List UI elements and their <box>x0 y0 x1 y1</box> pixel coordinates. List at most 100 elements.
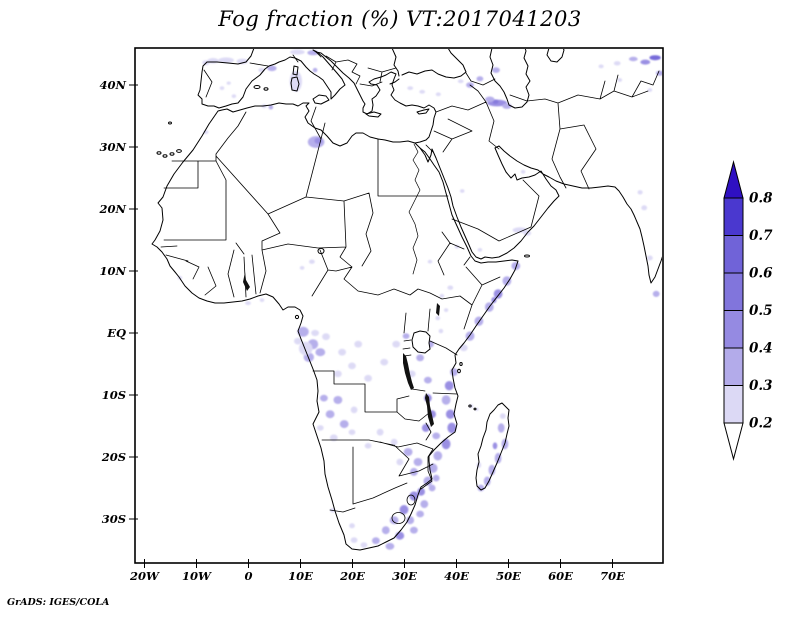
lake-tanganyika <box>403 353 414 390</box>
x-axis-label: 70E <box>600 569 625 583</box>
madagascar-coastline <box>475 402 510 491</box>
black-sea-coastline <box>389 49 467 85</box>
fog-patch <box>290 49 305 55</box>
fog-patch <box>647 88 653 92</box>
colorbar: 0.2 0.3 0.4 0.5 0.6 0.7 0.8 <box>723 160 773 461</box>
cyprus-island <box>416 108 430 115</box>
colorbar-band <box>723 347 744 386</box>
fog-patch <box>428 463 438 473</box>
fog-patch <box>476 76 484 82</box>
fog-patch <box>617 78 623 82</box>
fog-patch <box>499 413 506 419</box>
fog-patch <box>445 409 455 419</box>
fog-patch <box>350 406 358 414</box>
fog-patch <box>416 510 424 518</box>
fog-patch <box>483 476 491 486</box>
fog-patch <box>297 326 309 337</box>
comoros-island <box>473 407 477 411</box>
fog-patch <box>406 516 415 525</box>
fog-patch <box>435 315 441 321</box>
fog-patch <box>477 248 483 252</box>
fog-patch <box>289 70 302 92</box>
fog-patch <box>492 67 500 73</box>
fog-patch <box>354 340 363 348</box>
lakes <box>243 272 440 427</box>
fog-patch <box>413 458 423 466</box>
x-axis-label: 40E <box>444 569 469 583</box>
bioko-island <box>294 314 300 320</box>
plot-title: Fog fraction (%) VT:2017041203 <box>218 7 582 31</box>
grads-credit-label: GrADS: IGES/COLA <box>7 597 110 608</box>
fog-patch <box>320 394 328 402</box>
fog-patch <box>376 428 384 436</box>
fog-patch <box>488 464 496 476</box>
sardinia-island <box>290 76 300 92</box>
fog-patch <box>438 328 444 334</box>
fog-patch <box>649 55 661 61</box>
canary-island <box>176 149 182 153</box>
x-axis-label: 20E <box>339 569 365 583</box>
fog-patch <box>231 94 237 99</box>
fog-patch <box>652 290 660 297</box>
fog-patch <box>364 443 372 449</box>
fog-patch <box>402 333 410 339</box>
fog-patch <box>435 92 441 97</box>
fog-patch <box>628 56 638 62</box>
y-axis-label: 20N <box>98 202 126 216</box>
sicily-island <box>312 94 330 105</box>
fog-patch <box>399 505 409 515</box>
colorbar-band <box>723 385 744 424</box>
fog-patch <box>432 474 440 482</box>
africa-borders <box>160 106 501 513</box>
balearic-island <box>263 87 269 91</box>
fog-patch <box>511 262 521 270</box>
fog-patch <box>360 542 368 548</box>
fog-patch <box>459 189 465 193</box>
colorbar-label: 0.2 <box>749 416 773 432</box>
fog-patch <box>226 81 231 85</box>
y-axis-label: 40N <box>99 78 126 92</box>
fog-patch <box>493 289 503 299</box>
axis-layer: 20W 10W 0 10E 20E 30E 40E 50E 60E 70E 40N 30N 20N 10N… <box>98 78 625 583</box>
colorbar-label: 0.5 <box>749 303 773 319</box>
x-axis-label: 10E <box>288 569 313 583</box>
coastlines <box>151 49 662 551</box>
fog-patch <box>492 442 498 450</box>
fog-patch <box>322 333 330 341</box>
fog-patch <box>315 348 326 357</box>
fog-patch <box>502 276 512 286</box>
fog-patch <box>364 374 372 382</box>
x-axis-label: 0 <box>244 569 252 583</box>
madeira-island <box>168 121 172 125</box>
arabia-india-coastline <box>419 145 662 284</box>
fog-patch <box>640 59 651 65</box>
map-frame <box>134 47 664 564</box>
fog-patch <box>298 341 313 356</box>
x-axis-label: 60E <box>548 569 573 583</box>
aral-sea-coastline <box>546 49 565 63</box>
fog-patch <box>329 434 338 442</box>
corsica-island <box>292 65 299 76</box>
lake-turkana <box>436 303 440 316</box>
fog-patch <box>396 458 404 466</box>
fog-patch <box>444 308 449 312</box>
fog-patch <box>428 484 436 492</box>
fog-patch <box>350 537 358 543</box>
colorbar-under-arrow <box>723 422 744 461</box>
canary-island <box>156 151 162 155</box>
colorbar-over-arrow <box>723 160 744 199</box>
fog-patch <box>299 266 305 270</box>
fog-patch <box>325 410 335 419</box>
fog-patch <box>444 381 454 391</box>
colorbar-band <box>723 272 744 311</box>
country-borders <box>160 51 660 524</box>
y-axis-label: EQ <box>106 326 126 340</box>
fog-patch <box>420 500 429 509</box>
fog-patch <box>613 61 621 66</box>
comoros-island <box>468 404 472 408</box>
fog-patch <box>259 298 265 302</box>
fog-patch <box>457 79 464 84</box>
fog-shading-layer <box>177 49 662 550</box>
